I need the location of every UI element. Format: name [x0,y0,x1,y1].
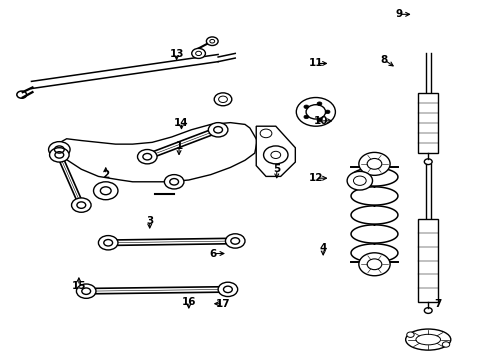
Polygon shape [256,126,295,176]
Circle shape [214,93,232,106]
Circle shape [359,253,390,276]
Circle shape [218,282,238,297]
Bar [418,219,439,302]
Circle shape [76,284,96,298]
Circle shape [164,175,184,189]
Circle shape [325,110,330,114]
Text: 10: 10 [314,116,328,126]
Text: 17: 17 [216,299,230,309]
Text: 11: 11 [309,58,323,68]
Circle shape [49,148,69,162]
Circle shape [264,146,288,164]
Text: 15: 15 [72,281,86,291]
Text: 8: 8 [381,55,388,65]
Text: 7: 7 [434,299,441,309]
Circle shape [304,105,309,109]
Circle shape [304,115,309,119]
Text: 1: 1 [175,141,183,151]
Circle shape [138,149,157,164]
Circle shape [98,235,118,250]
Circle shape [192,48,205,58]
Text: 6: 6 [210,248,217,258]
Circle shape [206,37,218,45]
Circle shape [359,152,390,175]
Ellipse shape [406,329,451,350]
Circle shape [347,171,372,190]
Text: 5: 5 [273,164,280,174]
Circle shape [317,102,322,105]
Circle shape [442,342,450,347]
Bar [418,93,439,153]
Circle shape [407,332,414,337]
Text: 9: 9 [395,9,402,19]
Circle shape [317,118,322,122]
Text: 2: 2 [102,170,109,180]
Text: 4: 4 [319,243,327,253]
Text: 3: 3 [146,216,153,226]
Text: 12: 12 [309,173,323,183]
Text: 13: 13 [170,49,184,59]
Circle shape [72,198,91,212]
Circle shape [225,234,245,248]
Circle shape [49,141,70,157]
Text: 16: 16 [182,297,196,307]
Polygon shape [54,123,257,182]
Circle shape [94,182,118,200]
Circle shape [208,123,228,137]
Circle shape [260,129,272,138]
Circle shape [296,98,335,126]
Text: 14: 14 [174,118,189,128]
